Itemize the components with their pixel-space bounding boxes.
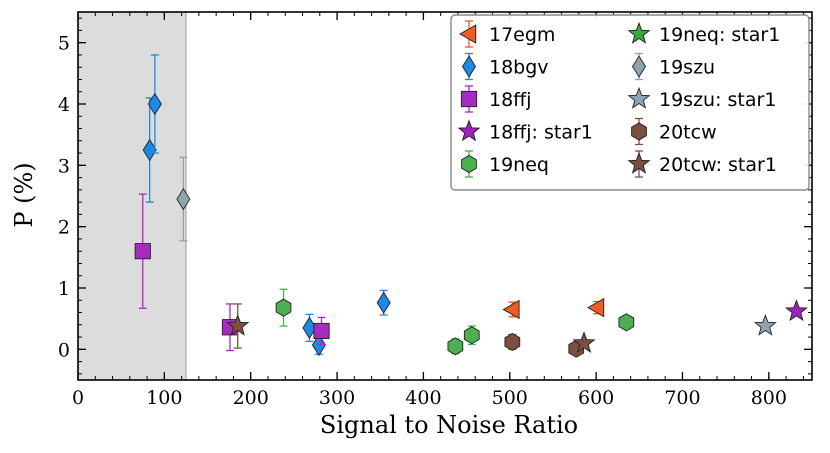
- x-tick-label: 800: [751, 387, 787, 409]
- point-18ffj-star1-1: [784, 299, 808, 322]
- y-tick-label: 4: [58, 94, 70, 116]
- x-tick-label: 300: [319, 387, 355, 409]
- legend-label: 19neq: [489, 154, 549, 176]
- point-18ffj-3: [313, 316, 330, 346]
- legend-entry-18ffj-star1: 18ffj: star1: [457, 119, 593, 144]
- point-19neq-3: [463, 325, 480, 346]
- point-18bgv-2: [147, 54, 162, 154]
- legend-entry-19neq: 19neq: [461, 150, 549, 178]
- point-20tcw-1: [504, 332, 521, 352]
- legend-entry-18bgv: 18bgv: [461, 52, 549, 81]
- point-18bgv-1: [142, 97, 157, 203]
- point-18ffj-1: [134, 193, 151, 309]
- legend-entry-20tcw: 20tcw: [631, 117, 717, 146]
- axes-frame: [77, 11, 813, 381]
- x-axis-title: Signal to Noise Ratio: [320, 411, 578, 439]
- point-18bgv-5: [376, 289, 391, 316]
- legend-entry-18ffj: 18ffj: [460, 85, 532, 113]
- point-20tcw-star1-1: [226, 303, 250, 349]
- marker-19neq: [447, 337, 464, 356]
- marker-17egm: [587, 297, 605, 318]
- marker-20tcw-star1: [572, 331, 596, 353]
- point-17egm-2: [587, 297, 605, 318]
- legend: 17egm 19neq: star1 18bgv 19szu 18ffj 19szu: s…: [450, 14, 810, 191]
- point-19neq-4: [618, 313, 635, 332]
- x-tick-label: 200: [233, 387, 269, 409]
- shaded-region: [78, 12, 186, 380]
- x-tick-label: 700: [664, 387, 700, 409]
- marker-17egm: [502, 299, 520, 320]
- legend-label: 18ffj: star1: [489, 122, 593, 144]
- legend-entry-19szu-star1: 19szu: star1: [627, 86, 776, 111]
- legend-label: 20tcw: [659, 122, 717, 144]
- marker-18ffj-star1: [784, 299, 808, 322]
- legend-marker: [627, 21, 651, 44]
- y-tick-label: 5: [58, 33, 70, 55]
- legend-marker: [627, 151, 651, 174]
- marker-19neq: [463, 326, 480, 345]
- marker-18bgv: [376, 291, 391, 314]
- marker-18ffj: [313, 322, 330, 340]
- legend-marker: [460, 90, 478, 108]
- marker-19neq: [618, 313, 635, 332]
- legend-marker: [461, 154, 477, 174]
- x-tick-label: 100: [146, 387, 182, 409]
- point-19szu-1: [176, 156, 191, 242]
- legend-box: [450, 14, 810, 191]
- marker-18bgv: [147, 92, 162, 116]
- legend-label: 17egm: [489, 24, 555, 46]
- legend-entry-17egm: 17egm: [459, 20, 555, 48]
- marker-19neq: [275, 298, 292, 317]
- y-tick-label: 0: [58, 339, 70, 361]
- marker-18ffj: [134, 243, 151, 260]
- legend-marker: [627, 86, 651, 109]
- legend-label: 19szu: star1: [659, 89, 776, 111]
- legend-entry-20tcw-star1: 20tcw: star1: [627, 150, 777, 178]
- legend-entry-19szu: 19szu: [631, 52, 715, 81]
- legend-marker: [459, 24, 477, 44]
- legend-marker: [461, 55, 477, 78]
- axes: 0 100 200 300 400 500 600 700 800 0 1 2 3 4 5: [58, 11, 813, 409]
- x-tick-label: 0: [72, 387, 84, 409]
- point-17egm-1: [502, 299, 520, 320]
- data-points: [134, 54, 808, 358]
- y-tick-label: 3: [58, 155, 70, 177]
- legend-entry-19neq-star1: 19neq: star1: [627, 21, 780, 46]
- y-axis-title: P (%): [10, 162, 38, 227]
- marker-20tcw: [504, 332, 521, 352]
- point-20tcw-star1-2: [572, 331, 596, 353]
- point-19neq-2: [447, 337, 464, 356]
- legend-label: 20tcw: star1: [659, 154, 777, 176]
- marker-20tcw-star1: [226, 313, 250, 336]
- x-tick-label: 500: [492, 387, 528, 409]
- y-tick-label: 2: [58, 217, 70, 239]
- legend-label: 19szu: [659, 57, 715, 79]
- x-tick-label: 400: [405, 387, 441, 409]
- legend-label: 18ffj: [489, 89, 532, 111]
- point-19neq-1: [275, 288, 292, 327]
- legend-label: 19neq: star1: [659, 24, 780, 46]
- marker-19szu: [176, 187, 191, 211]
- y-tick-label: 1: [58, 278, 70, 300]
- legend-marker: [631, 122, 647, 141]
- legend-label: 18bgv: [489, 57, 549, 79]
- marker-19szu-star1: [753, 313, 777, 336]
- legend-marker: [631, 55, 647, 78]
- point-19szu-star1-1: [753, 313, 777, 336]
- marker-18bgv: [142, 138, 157, 162]
- x-tick-label: 600: [578, 387, 614, 409]
- legend-marker: [457, 119, 481, 142]
